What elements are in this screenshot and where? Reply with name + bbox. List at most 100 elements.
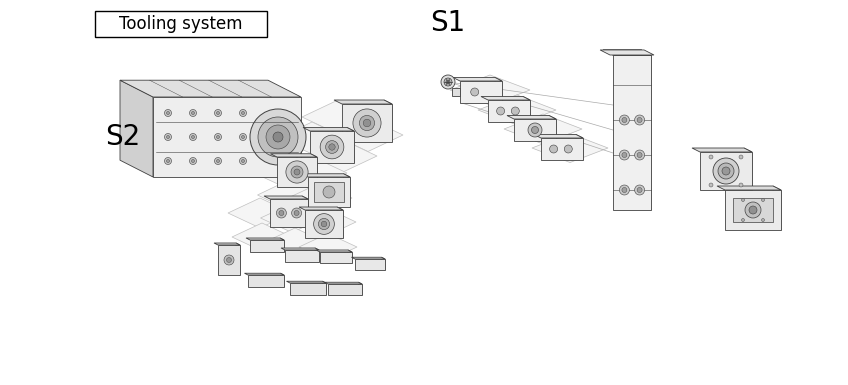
Polygon shape [333,119,403,152]
Polygon shape [603,50,651,55]
Circle shape [637,117,642,122]
Circle shape [215,134,221,141]
Polygon shape [717,186,781,190]
Circle shape [239,134,247,141]
Circle shape [294,211,299,216]
Circle shape [745,202,761,218]
Polygon shape [603,50,651,55]
Circle shape [441,75,455,89]
Polygon shape [450,75,530,105]
Polygon shape [495,77,502,103]
Polygon shape [260,204,323,233]
Bar [95,11,267,37]
Circle shape [637,152,642,157]
Circle shape [266,125,290,149]
Circle shape [276,208,287,218]
Circle shape [619,150,629,160]
Polygon shape [452,88,460,96]
Polygon shape [534,134,583,138]
Polygon shape [265,228,325,256]
Polygon shape [348,250,352,263]
Polygon shape [600,50,654,55]
Polygon shape [532,134,608,162]
Polygon shape [302,174,350,177]
Circle shape [360,116,375,131]
Polygon shape [271,154,317,157]
Circle shape [291,166,303,178]
Polygon shape [613,55,651,210]
Circle shape [314,214,334,234]
Polygon shape [281,157,347,189]
Circle shape [713,158,739,184]
Circle shape [550,145,558,153]
Circle shape [242,112,244,114]
Polygon shape [278,122,346,154]
Circle shape [166,159,170,162]
Circle shape [165,109,171,117]
Circle shape [619,115,629,125]
Circle shape [192,112,194,114]
Circle shape [216,112,220,114]
Circle shape [709,183,713,187]
Polygon shape [308,177,350,207]
Polygon shape [287,281,326,283]
Circle shape [279,211,284,216]
Polygon shape [314,182,344,202]
Polygon shape [384,100,392,142]
Polygon shape [347,127,354,163]
Polygon shape [250,240,284,252]
Polygon shape [277,157,317,187]
Polygon shape [316,250,352,252]
Polygon shape [453,77,502,81]
Polygon shape [299,207,343,210]
Polygon shape [744,148,752,190]
Polygon shape [285,250,319,262]
Polygon shape [352,257,385,259]
Polygon shape [302,100,374,134]
Polygon shape [258,179,322,211]
Circle shape [329,144,335,150]
Circle shape [323,186,335,198]
Circle shape [622,187,627,192]
Polygon shape [773,186,781,230]
Polygon shape [280,238,284,252]
Circle shape [363,119,371,127]
Polygon shape [120,80,153,177]
Polygon shape [328,284,362,295]
Polygon shape [322,281,326,295]
Polygon shape [305,210,343,238]
Circle shape [216,159,220,162]
Circle shape [749,206,757,214]
Circle shape [321,221,326,227]
Circle shape [242,136,244,139]
Polygon shape [504,114,582,144]
Circle shape [471,88,479,96]
Polygon shape [700,152,752,190]
Polygon shape [281,273,284,287]
Polygon shape [248,155,313,185]
Circle shape [216,136,220,139]
Polygon shape [302,196,308,227]
Circle shape [511,107,519,115]
Circle shape [622,152,627,157]
Polygon shape [541,138,583,160]
Polygon shape [299,233,357,261]
Polygon shape [232,223,292,251]
Circle shape [215,109,221,117]
Polygon shape [310,131,354,163]
Polygon shape [692,148,752,152]
Circle shape [634,150,644,160]
Polygon shape [342,104,392,142]
Polygon shape [576,134,583,160]
Circle shape [215,157,221,164]
Circle shape [189,109,197,117]
Polygon shape [310,154,317,187]
Circle shape [192,159,194,162]
Circle shape [739,155,743,159]
Circle shape [321,135,343,159]
Polygon shape [478,95,556,125]
Polygon shape [270,199,308,227]
Polygon shape [725,190,781,230]
Polygon shape [514,119,556,141]
Polygon shape [214,243,240,245]
